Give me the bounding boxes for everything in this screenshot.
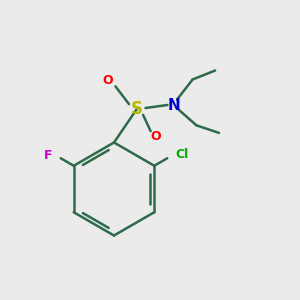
Text: N: N [168,98,180,112]
Text: Cl: Cl [175,148,188,161]
Text: O: O [103,74,113,88]
Text: F: F [44,149,52,162]
Text: S: S [130,100,142,118]
Text: O: O [151,130,161,143]
